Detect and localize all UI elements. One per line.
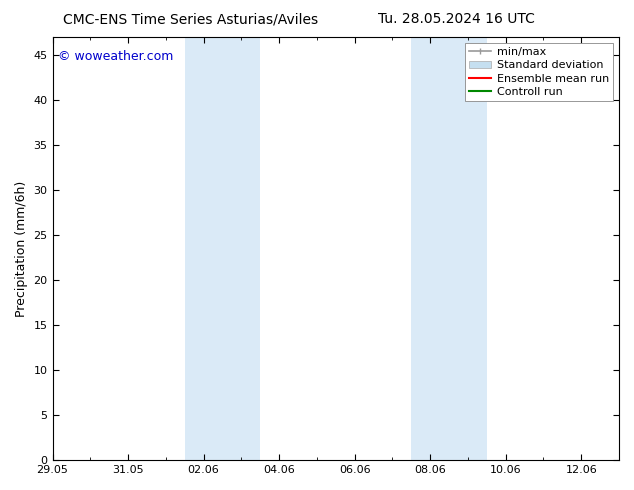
Text: © woweather.com: © woweather.com [58, 50, 174, 63]
Bar [184, 37, 260, 460]
Bar [411, 37, 487, 460]
Legend: min/max, Standard deviation, Ensemble mean run, Controll run: min/max, Standard deviation, Ensemble me… [465, 43, 614, 101]
Text: CMC-ENS Time Series Asturias/Aviles: CMC-ENS Time Series Asturias/Aviles [63, 12, 318, 26]
Text: Tu. 28.05.2024 16 UTC: Tu. 28.05.2024 16 UTC [378, 12, 535, 26]
Y-axis label: Precipitation (mm/6h): Precipitation (mm/6h) [15, 180, 28, 317]
